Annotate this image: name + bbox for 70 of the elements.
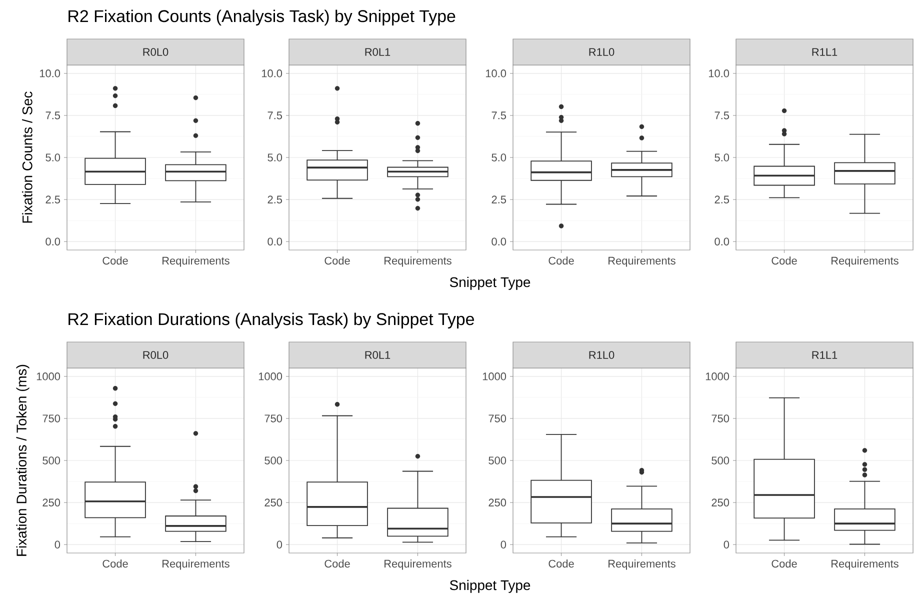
chart-subtitle: R1L1 xyxy=(812,351,838,359)
chart-title: R2 Fixation Counts (Analysis Task) by Snippet Type xyxy=(68,10,456,26)
chart-subtitle: R0L0 xyxy=(143,351,168,359)
y-tick-label: 10.0 xyxy=(40,70,60,78)
y-tick-label: 0.0 xyxy=(714,238,730,246)
x-tick-label: Code xyxy=(772,256,797,265)
y-tick-label: 750 xyxy=(712,414,730,422)
y-axis-title: Fixation Counts / Sec xyxy=(22,92,32,223)
y-tick-label: 250 xyxy=(264,498,282,506)
y-tick-label: 0.0 xyxy=(492,238,506,246)
x-tick-label: Requirements xyxy=(384,256,452,267)
chart-subtitle: R0L0 xyxy=(143,48,168,56)
x-tick-label: Requirements xyxy=(162,256,230,267)
y-tick-label: 5.0 xyxy=(714,154,730,162)
y-tick-label: 7.5 xyxy=(268,112,282,120)
x-tick-label: Requirements xyxy=(608,560,676,570)
chart-subtitle: R0L1 xyxy=(365,48,390,56)
y-tick-label: 7.5 xyxy=(714,112,730,120)
x-tick-label: Code xyxy=(102,256,128,265)
y-tick-label: 0 xyxy=(724,540,730,548)
y-tick-label: 7.5 xyxy=(46,112,60,120)
y-tick-label: 500 xyxy=(488,456,506,464)
y-tick-label: 7.5 xyxy=(492,112,506,120)
x-tick-label: Requirements xyxy=(608,256,676,267)
x-tick-label: Code xyxy=(324,256,350,265)
chart-subtitle: R0L1 xyxy=(365,351,390,359)
y-tick-label: 0.0 xyxy=(46,238,60,246)
y-tick-label: 750 xyxy=(264,414,282,422)
x-tick-label: Requirements xyxy=(162,560,230,570)
y-tick-label: 750 xyxy=(42,414,60,422)
y-tick-label: 10.0 xyxy=(262,70,282,78)
y-tick-label: 500 xyxy=(264,456,282,464)
chart-subtitle: R1L1 xyxy=(812,48,838,56)
x-tick-label: Code xyxy=(548,560,574,568)
x-tick-label: Code xyxy=(772,560,797,568)
y-tick-label: 0 xyxy=(500,540,506,548)
x-tick-label: Requirements xyxy=(832,560,898,570)
y-tick-label: 5.0 xyxy=(46,154,60,162)
y-tick-label: 5.0 xyxy=(492,154,506,162)
y-tick-label: 750 xyxy=(488,414,506,422)
y-tick-label: 250 xyxy=(488,498,506,506)
y-tick-label: 1000 xyxy=(258,372,282,380)
y-tick-label: 500 xyxy=(42,456,60,464)
y-tick-label: 0.0 xyxy=(268,238,282,246)
y-tick-label: 2.5 xyxy=(46,196,60,204)
y-tick-label: 500 xyxy=(712,456,730,464)
y-tick-label: 1000 xyxy=(36,372,60,380)
y-tick-label: 0 xyxy=(54,540,60,548)
chart-subtitle: R1L0 xyxy=(589,351,614,359)
chart-subtitle: R1L0 xyxy=(589,48,614,56)
y-tick-label: 5.0 xyxy=(268,154,282,162)
chart-title: R2 Fixation Durations (Analysis Task) by Snippet Type xyxy=(68,312,474,329)
x-tick-label: Code xyxy=(548,256,574,265)
x-axis-title: Snippet Type xyxy=(450,276,530,290)
x-tick-label: Requirements xyxy=(384,560,452,570)
y-tick-label: 10.0 xyxy=(708,70,730,78)
x-tick-label: Code xyxy=(102,560,128,568)
y-tick-label: 1000 xyxy=(706,372,730,380)
x-tick-label: Requirements xyxy=(832,256,898,267)
y-axis-title: Fixation Durations / Token (ms) xyxy=(16,364,30,556)
y-tick-label: 2.5 xyxy=(268,196,282,204)
x-tick-label: Code xyxy=(324,560,350,568)
y-tick-label: 0 xyxy=(276,540,282,548)
y-tick-label: 1000 xyxy=(482,372,506,380)
y-tick-label: 2.5 xyxy=(714,196,730,204)
x-axis-title: Snippet Type xyxy=(450,580,530,593)
y-tick-label: 10.0 xyxy=(486,70,506,78)
y-tick-label: 250 xyxy=(42,498,60,506)
y-tick-label: 250 xyxy=(712,498,730,506)
y-tick-label: 2.5 xyxy=(492,196,506,204)
